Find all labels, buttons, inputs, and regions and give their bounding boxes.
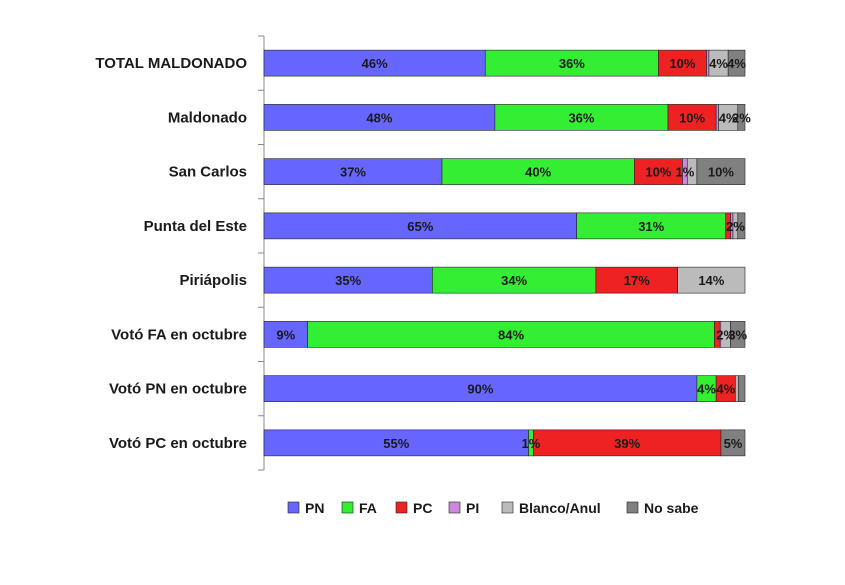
legend-swatch-blanco-anul (501, 501, 514, 514)
bar-segment-fa (576, 212, 727, 240)
legend-swatch-pc (395, 501, 408, 514)
bar-segment-fa (307, 321, 715, 348)
category-label: Votó PN en octubre (109, 381, 247, 398)
data-label-blanco-anul: 4% (719, 110, 738, 125)
data-label-pn: 35% (335, 273, 361, 288)
bar-segment-blanco-anul (677, 266, 746, 294)
data-label-no-sabe: 10% (708, 165, 734, 180)
legend-label-blanco-anul: Blanco/Anul (519, 500, 601, 516)
category-label: Maldonado (168, 109, 247, 126)
bar-segment-fa (484, 49, 659, 77)
category-label: TOTAL MALDONADO (95, 55, 247, 72)
category-label: Punta del Este (144, 218, 247, 235)
data-label-fa: 36% (568, 110, 594, 125)
data-label-pn: 90% (467, 382, 493, 397)
data-label-blanco-anul: 4% (709, 56, 728, 71)
bar-segment-fa (441, 158, 635, 185)
legend-swatch-pn (287, 501, 300, 514)
bar-segment-pc (533, 429, 722, 457)
legend-label-fa: FA (359, 500, 377, 516)
data-label-no-sabe: 5% (724, 436, 743, 451)
legend-label-pi: PI (466, 500, 479, 516)
data-label-blanco-anul: 14% (698, 273, 724, 288)
bar-segment-pc (595, 266, 678, 294)
data-label-blanco-anul: 2% (716, 327, 735, 342)
legend-swatch-no-sabe (626, 501, 639, 514)
bar-segment-no-sabe (727, 49, 746, 77)
bar-segment-pc (667, 104, 717, 131)
data-label-pn: 46% (362, 56, 388, 71)
bar-segment-fa (494, 104, 669, 131)
bar-segment-fa (432, 266, 597, 294)
data-label-blanco-anul: 2% (726, 219, 745, 234)
data-label-no-sabe: 2% (732, 110, 751, 125)
data-label-fa: 40% (525, 165, 551, 180)
bar-segment-no-sabe (737, 104, 746, 131)
category-label: Votó PC en octubre (109, 435, 247, 452)
data-label-fa: 4% (697, 382, 716, 397)
bar-segment-no-sabe (737, 212, 746, 240)
data-label-pc: 17% (624, 273, 650, 288)
data-label-no-sabe: 3% (728, 327, 747, 342)
data-label-pn: 55% (383, 436, 409, 451)
bar-segment-pn (263, 321, 308, 348)
data-label-no-sabe: 4% (727, 56, 746, 71)
category-label: Votó FA en octubre (111, 326, 247, 343)
legend-label-no-sabe: No sabe (644, 500, 699, 516)
legend-label-pc: PC (413, 500, 432, 516)
bar-segment-no-sabe (737, 375, 746, 402)
category-label: Piriápolis (179, 272, 247, 289)
data-label-pn: 65% (407, 219, 433, 234)
data-label-pn: 37% (340, 165, 366, 180)
bar-segment-pn (263, 104, 496, 131)
bar-segment-pn (263, 158, 443, 185)
bar-segment-pn (263, 212, 577, 240)
bar-segment-no-sabe (720, 429, 746, 457)
bar-segment-no-sabe (730, 321, 746, 348)
bar-segment-pn (263, 266, 433, 294)
data-label-pc: 10% (669, 56, 695, 71)
data-label-pn: 48% (366, 110, 392, 125)
data-label-fa: 36% (559, 56, 585, 71)
data-label-pn: 9% (276, 327, 295, 342)
legend-swatch-fa (341, 501, 354, 514)
data-label-pc: 4% (716, 382, 735, 397)
bar-segment-pc (658, 49, 707, 77)
data-label-fa: 31% (638, 219, 664, 234)
bar-segment-blanco-anul (735, 375, 739, 402)
data-label-fa: 34% (501, 273, 527, 288)
category-label: San Carlos (169, 164, 247, 181)
data-label-pi: 1% (675, 165, 694, 180)
bar-segment-pc (634, 158, 683, 185)
data-label-pc: 10% (679, 110, 705, 125)
legend-label-pn: PN (305, 500, 324, 516)
bar-segment-no-sabe (696, 158, 746, 185)
data-label-fa: 84% (498, 327, 524, 342)
data-label-fa: 1% (522, 436, 541, 451)
data-label-pc: 39% (614, 436, 640, 451)
data-label-pc: 10% (645, 165, 671, 180)
legend-swatch-pi (448, 501, 461, 514)
